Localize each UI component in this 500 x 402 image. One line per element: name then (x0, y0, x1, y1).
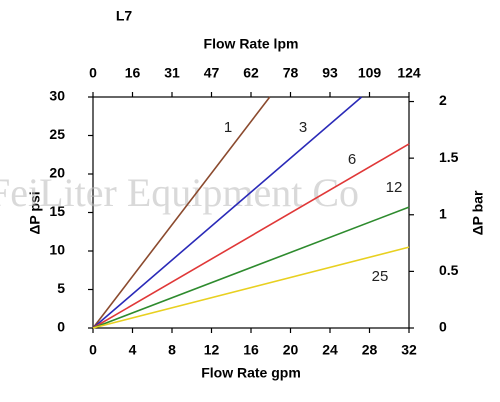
y-tick-label: 20 (49, 165, 65, 181)
series-line (92, 96, 363, 329)
series-line (92, 96, 271, 329)
x2-tick-label: 109 (358, 65, 382, 81)
series-line (92, 143, 410, 329)
series-label: 3 (299, 119, 307, 136)
y-tick-label: 25 (49, 126, 65, 142)
series-label: 6 (348, 151, 356, 168)
x2-tick-label: 124 (397, 65, 421, 81)
x2-tick-label: 31 (164, 65, 180, 81)
y2-tick-label: 1.5 (439, 149, 459, 165)
x-tick-label: 28 (362, 342, 378, 358)
series-line (92, 246, 410, 329)
series-label: 1 (224, 119, 232, 136)
y2-axis-title: ΔP bar (470, 190, 486, 235)
x2-tick-label: 0 (89, 65, 97, 81)
x-tick-label: 20 (283, 342, 299, 358)
x-tick-label: 4 (129, 342, 137, 358)
x2-tick-label: 62 (243, 65, 259, 81)
x-tick-label: 24 (322, 342, 338, 358)
x2-tick-label: 47 (204, 65, 220, 81)
x2-tick-label: 78 (283, 65, 299, 81)
y2-tick-label: 2 (439, 92, 447, 108)
x-tick-label: 12 (204, 342, 220, 358)
series-label: 12 (386, 179, 403, 196)
x-tick-label: 8 (168, 342, 176, 358)
y-tick-label: 0 (57, 319, 65, 335)
x-tick-label: 0 (89, 342, 97, 358)
series-label: 25 (372, 268, 389, 285)
x2-axis-title: Flow Rate lpm (204, 36, 299, 52)
x-axis-title: Flow Rate gpm (201, 365, 301, 381)
x2-tick-label: 93 (322, 65, 338, 81)
y-tick-label: 10 (49, 242, 65, 258)
series-line (92, 206, 410, 329)
y-tick-label: 15 (49, 203, 65, 219)
x2-tick-label: 16 (125, 65, 141, 81)
y2-tick-label: 1 (439, 205, 447, 221)
y2-tick-label: 0 (439, 319, 447, 335)
y-tick-label: 30 (49, 88, 65, 104)
y-tick-label: 5 (57, 280, 65, 296)
y-axis-title: ΔP psi (27, 191, 43, 234)
x-tick-label: 16 (243, 342, 259, 358)
x-tick-label: 32 (401, 342, 417, 358)
y2-tick-label: 0.5 (439, 262, 459, 278)
chart-title: L7 (116, 8, 133, 24)
